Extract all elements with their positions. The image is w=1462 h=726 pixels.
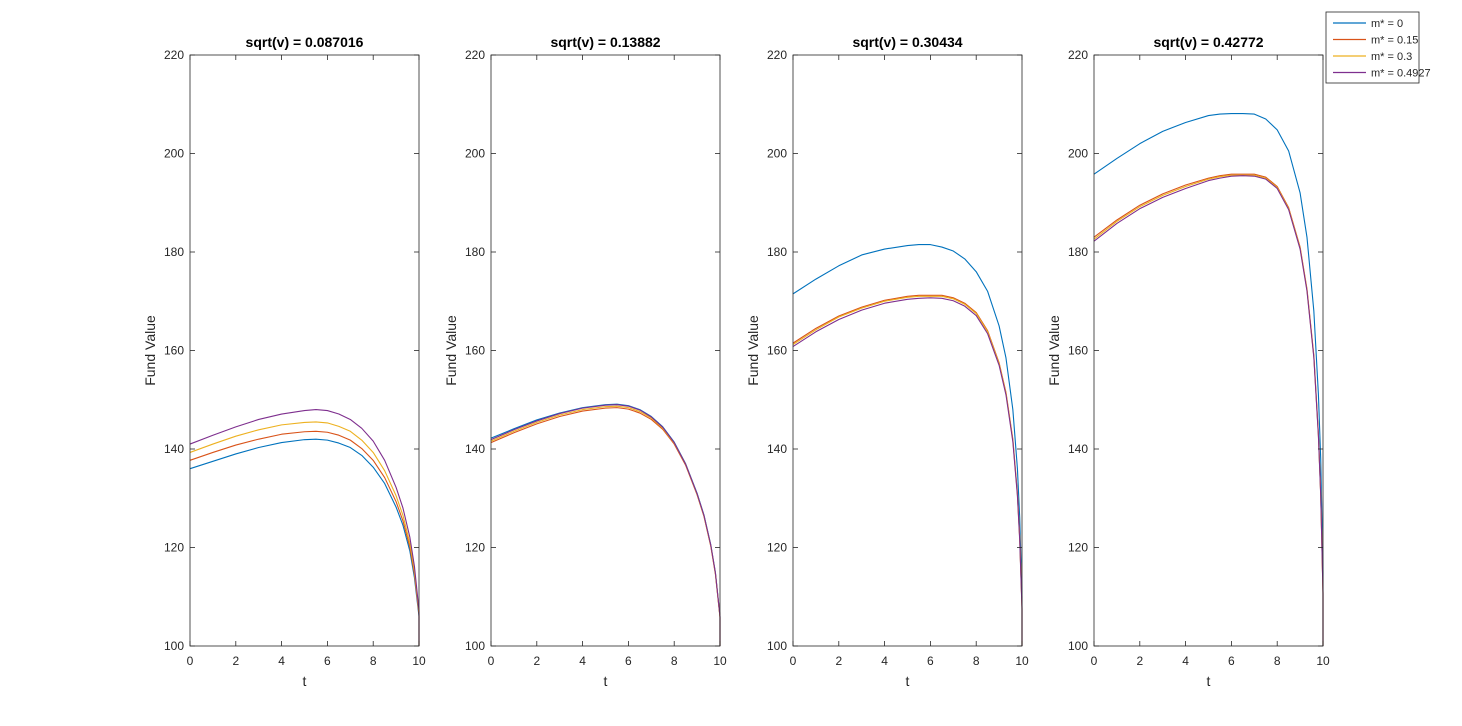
panel-title: sqrt(v) = 0.42772: [1153, 34, 1263, 50]
legend[interactable]: m* = 0 m* = 0.15 m* = 0.3 m* = 0.4927: [1325, 11, 1431, 84]
y-tick-label: 140: [1068, 442, 1088, 456]
x-tick-label: 8: [370, 654, 377, 668]
y-axis-label: Fund Value: [1046, 315, 1062, 386]
x-axis-label: t: [303, 673, 307, 689]
plot-area: [1094, 55, 1323, 646]
x-tick-label: 6: [1228, 654, 1235, 668]
y-tick-label: 200: [1068, 147, 1088, 161]
y-tick-label: 120: [164, 541, 184, 555]
series-line-2: [189, 430, 420, 646]
x-tick-label: 0: [488, 654, 495, 668]
legend-label-3: m* = 0.3: [1371, 51, 1412, 63]
y-tick-label: 140: [465, 442, 485, 456]
y-tick-label: 160: [1068, 344, 1088, 358]
y-axis-label: Fund Value: [745, 315, 761, 386]
y-tick-label: 220: [164, 48, 184, 62]
subplot-3: 0 2 4 6 8 10 100 120 140 160 180 200 220 sqrt(v) = 0.…: [745, 34, 1029, 689]
subplot-1: 0 2 4 6 8 10 100 120 140 160 180 200 220 sqrt(v) = 0.…: [142, 34, 426, 689]
series-line-4: [1093, 175, 1324, 646]
series-line-3: [189, 421, 420, 646]
x-tick-label: 0: [187, 654, 194, 668]
x-tick-label: 10: [1316, 654, 1330, 668]
series-line-4: [189, 409, 420, 646]
y-tick-label: 100: [1068, 639, 1088, 653]
plot-area: [793, 55, 1022, 646]
x-tick-label: 6: [625, 654, 632, 668]
x-tick-label: 10: [412, 654, 426, 668]
y-axis-label: Fund Value: [142, 315, 158, 386]
series-line-1: [1093, 113, 1324, 646]
y-tick-label: 100: [164, 639, 184, 653]
y-tick-label: 140: [164, 442, 184, 456]
subplot-4: 0 2 4 6 8 10 100 120 140 160 180 200 220 sqrt(v) = 0.…: [1046, 34, 1330, 689]
series-group: [792, 244, 1023, 646]
y-tick-label: 180: [164, 245, 184, 259]
series-line-1: [189, 438, 420, 646]
x-tick-label: 8: [1274, 654, 1281, 668]
y-axis-label: Fund Value: [443, 315, 459, 386]
y-tick-label: 160: [164, 344, 184, 358]
x-axis-label: t: [906, 673, 910, 689]
y-tick-label: 120: [1068, 541, 1088, 555]
legend-label-2: m* = 0.15: [1371, 35, 1418, 47]
x-tick-label: 6: [927, 654, 934, 668]
y-tick-label: 220: [1068, 48, 1088, 62]
y-tick-label: 120: [767, 541, 787, 555]
x-tick-label: 10: [1015, 654, 1029, 668]
y-tick-label: 120: [465, 541, 485, 555]
series-group: [189, 409, 420, 646]
x-tick-label: 10: [713, 654, 727, 668]
legend-label-4: m* = 0.4927: [1371, 68, 1431, 80]
x-tick-label: 8: [973, 654, 980, 668]
y-tick-label: 220: [465, 48, 485, 62]
x-tick-label: 2: [533, 654, 540, 668]
x-tick-label: 0: [790, 654, 797, 668]
y-tick-label: 220: [767, 48, 787, 62]
y-tick-label: 200: [767, 147, 787, 161]
x-tick-label: 2: [1136, 654, 1143, 668]
y-tick-label: 160: [767, 344, 787, 358]
x-tick-label: 4: [278, 654, 285, 668]
plot-area: [190, 55, 419, 646]
panel-title: sqrt(v) = 0.30434: [852, 34, 962, 50]
x-tick-label: 4: [881, 654, 888, 668]
x-tick-label: 4: [1182, 654, 1189, 668]
y-tick-label: 180: [465, 245, 485, 259]
series-line-1: [792, 244, 1023, 646]
y-tick-label: 200: [465, 147, 485, 161]
panel-title: sqrt(v) = 0.087016: [246, 34, 364, 50]
subplot-2: 0 2 4 6 8 10 100 120 140 160 180 200 220 sqrt(v) = 0.…: [443, 34, 727, 689]
x-tick-label: 2: [232, 654, 239, 668]
y-tick-label: 160: [465, 344, 485, 358]
y-tick-label: 100: [767, 639, 787, 653]
x-axis-label: t: [1207, 673, 1211, 689]
legend-box: [1325, 11, 1420, 84]
x-tick-label: 4: [579, 654, 586, 668]
x-tick-label: 2: [835, 654, 842, 668]
x-tick-label: 8: [671, 654, 678, 668]
panel-title: sqrt(v) = 0.13882: [550, 34, 660, 50]
series-line-4: [490, 404, 721, 646]
series-group: [1093, 113, 1324, 646]
x-tick-label: 0: [1091, 654, 1098, 668]
y-tick-label: 180: [1068, 245, 1088, 259]
y-tick-label: 100: [465, 639, 485, 653]
series-group: [490, 403, 721, 646]
x-tick-label: 6: [324, 654, 331, 668]
y-tick-label: 140: [767, 442, 787, 456]
series-line-4: [792, 297, 1023, 646]
y-tick-label: 200: [164, 147, 184, 161]
y-tick-label: 180: [767, 245, 787, 259]
legend-label-1: m* = 0: [1371, 18, 1403, 30]
x-axis-label: t: [604, 673, 608, 689]
plot-area: [491, 55, 720, 646]
